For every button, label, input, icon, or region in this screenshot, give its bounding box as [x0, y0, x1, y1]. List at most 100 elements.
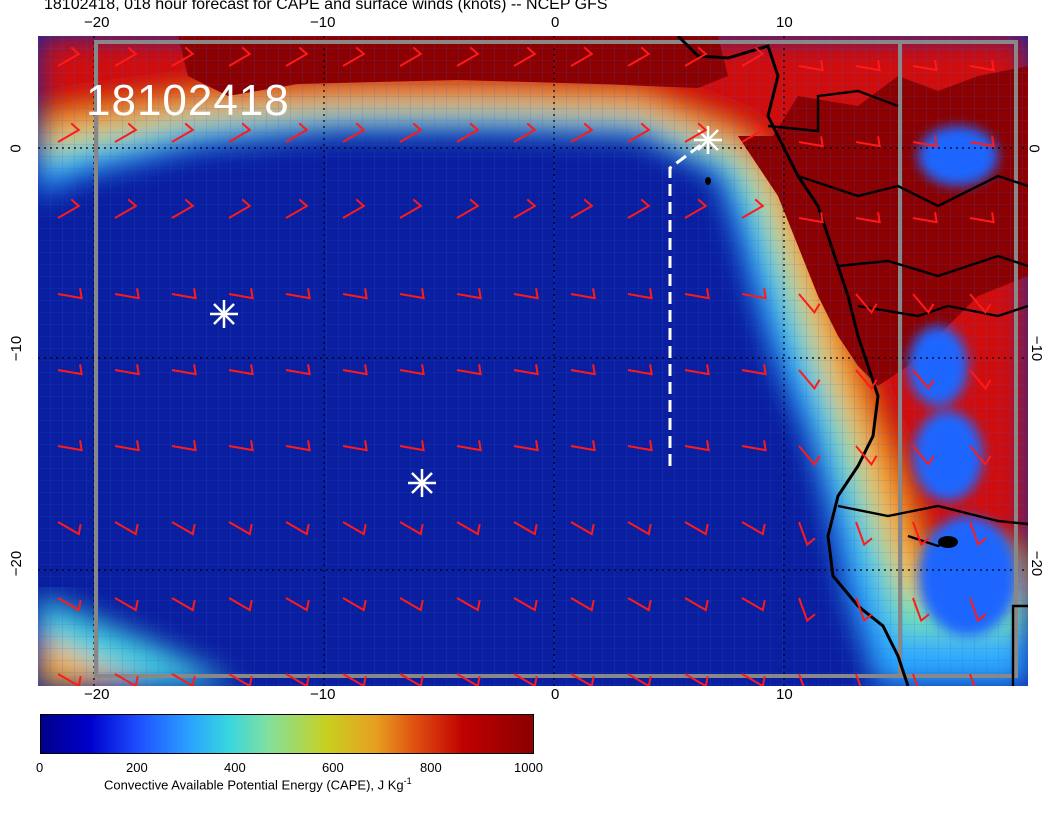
bottom-tick-label: −20 — [84, 686, 110, 703]
wind-barb — [969, 212, 995, 224]
wind-barb — [969, 521, 987, 547]
wind-barb — [627, 198, 651, 219]
wind-barb — [798, 60, 824, 72]
wind-barb — [513, 597, 538, 612]
wind-barb — [570, 288, 596, 300]
wind-barb — [285, 597, 310, 612]
wind-barb — [627, 288, 653, 300]
wind-barb — [855, 212, 881, 224]
wind-barb — [114, 198, 138, 219]
wind-barb — [570, 198, 594, 219]
wind-barb — [627, 440, 653, 452]
forecast-stamp: 18102418 — [86, 76, 290, 125]
wind-barb — [684, 122, 708, 143]
wind-barb — [342, 597, 367, 612]
wind-barb — [741, 46, 765, 67]
wind-barb — [171, 440, 197, 452]
wind-barb — [114, 521, 139, 536]
wind-barb — [912, 212, 938, 224]
wind-barb — [342, 364, 368, 376]
wind-barb — [570, 673, 595, 686]
wind-barb — [969, 293, 992, 315]
wind-barb — [399, 198, 423, 219]
wind-barb — [171, 122, 195, 143]
colorbar-tick-label: 600 — [322, 760, 344, 775]
wind-barb — [684, 597, 709, 612]
wind-barb — [228, 288, 254, 300]
wind-barb — [171, 364, 197, 376]
wind-barb — [798, 521, 816, 547]
wind-barb — [171, 198, 195, 219]
wind-barb — [456, 440, 482, 452]
wind-barb — [114, 440, 140, 452]
colorbar-caption-text: Convective Available Potential Energy (C… — [104, 777, 404, 793]
wind-barb — [228, 198, 252, 219]
top-tick-label: 0 — [551, 14, 560, 31]
wind-barb — [342, 46, 366, 67]
wind-barb — [342, 673, 367, 686]
cape-map-svg — [38, 36, 1028, 686]
wind-barb — [513, 198, 537, 219]
bottom-tick-label: −10 — [310, 686, 336, 703]
wind-barb — [513, 122, 537, 143]
top-tick-label: −20 — [84, 14, 110, 31]
left-tick-label: 0 — [7, 144, 25, 153]
colorbar-caption-unit: -1 — [403, 776, 412, 786]
wind-barb — [342, 521, 367, 536]
wind-barb — [285, 198, 309, 219]
right-tick-label: −20 — [1028, 550, 1046, 577]
wind-barb — [399, 521, 424, 536]
wind-barb — [855, 369, 878, 391]
wind-barb — [627, 521, 652, 536]
wind-barb — [456, 288, 482, 300]
wind-barb — [627, 673, 652, 686]
map-title: 18102418, 018 hour forecast for CAPE and… — [44, 0, 608, 13]
wind-barb — [855, 293, 878, 315]
wind-barb — [741, 521, 766, 536]
wind-barb — [912, 60, 938, 72]
wind-barb — [399, 122, 423, 143]
wind-barb — [228, 597, 253, 612]
wind-barb — [114, 364, 140, 376]
wind-barb — [456, 46, 480, 67]
wind-barb — [114, 673, 139, 686]
wind-barb — [57, 673, 82, 686]
asterisk-marker — [408, 469, 436, 497]
wind-barb — [456, 122, 480, 143]
wind-barb — [171, 46, 195, 67]
wind-barb — [513, 288, 539, 300]
wind-barb — [855, 60, 881, 72]
wind-barb — [684, 364, 710, 376]
wind-barb — [399, 364, 425, 376]
wind-barb — [171, 521, 196, 536]
wind-barb — [456, 364, 482, 376]
wind-barb — [456, 673, 481, 686]
wind-barb — [456, 521, 481, 536]
wind-barb — [684, 673, 709, 686]
wind-barb — [684, 198, 708, 219]
wind-barbs — [57, 46, 995, 686]
forecast-map: 18102418 — [38, 36, 1028, 686]
wind-barb — [171, 597, 196, 612]
wind-barb — [684, 46, 708, 67]
asterisk-marker — [694, 126, 722, 154]
right-tick-label: 0 — [1025, 144, 1043, 153]
wind-barb — [969, 136, 995, 148]
wind-barb — [570, 440, 596, 452]
wind-barb — [57, 521, 82, 536]
wind-barb — [741, 364, 767, 376]
wind-barb — [342, 198, 366, 219]
wind-barb — [627, 122, 651, 143]
wind-barb — [57, 198, 81, 219]
wind-barb — [456, 198, 480, 219]
wind-barb — [228, 440, 254, 452]
wind-barb — [855, 136, 881, 148]
wind-barb — [570, 364, 596, 376]
wind-barb — [399, 673, 424, 686]
island — [938, 536, 958, 548]
top-tick-label: 10 — [776, 14, 793, 31]
wind-barb — [741, 122, 765, 143]
wind-barb — [969, 597, 987, 623]
colorbar-tick-label: 400 — [224, 760, 246, 775]
colorbar-tick-label: 800 — [420, 760, 442, 775]
